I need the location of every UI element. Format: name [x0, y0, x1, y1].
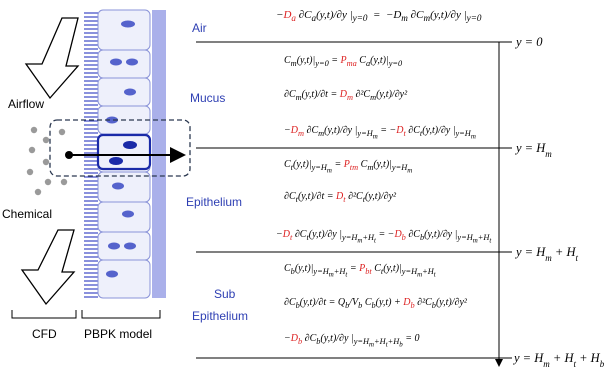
boundary-hm-ht-hb: y = Hm + Ht + Hb	[512, 351, 605, 368]
layer-air: Air	[192, 21, 207, 35]
boundary-hm-ht: y = Hm + Ht	[514, 245, 578, 263]
cfd-label: CFD	[32, 327, 57, 341]
eq-mucus-diffusion: ∂Cm(y,t)/∂t = Dm ∂²Cm(y,t)/∂y²	[284, 89, 408, 102]
eq-air-flux: −Da ∂Ca(y,t)/∂y |y=0 = −Dm ∂Cm(y,t)/∂y |…	[276, 9, 482, 24]
eq-mucus-partition: Cm(y,t)|y=0 = Pma Ca(y,t)|y=0	[284, 55, 403, 68]
airflow-arrow-top	[24, 17, 80, 100]
airflow-arrow-bottom	[20, 229, 76, 306]
layer-mucus: Mucus	[190, 91, 225, 105]
chemical-particles	[26, 126, 68, 196]
layer-epithelium: Epithelium	[186, 195, 242, 209]
pbpk-bracket	[81, 310, 161, 319]
airflow-label: Airflow	[8, 97, 44, 111]
layer-sub-line1: Sub	[214, 287, 236, 301]
eq-epi-partition: Ct(y,t)|y=Hm = Ptm Cm(y,t)|y=Hm	[284, 159, 413, 175]
interface-lines	[196, 41, 512, 359]
boundary-hm: y = Hm	[514, 141, 552, 159]
cell-nuclei	[106, 20, 138, 278]
boundary-y0: y = 0	[514, 35, 543, 49]
zoom-box	[49, 119, 191, 177]
cilia	[84, 12, 98, 298]
layer-sub-line2: Epithelium	[192, 309, 248, 323]
cfd-bracket	[11, 310, 77, 319]
pbpk-label: PBPK model	[84, 327, 152, 341]
eq-sub-flux: −Db ∂Cb(y,t)/∂y |y=Hm+Ht+Hb = 0	[284, 333, 420, 349]
eq-sub-partition: Cb(y,t)|y=Hm+Ht = Pbt Ct(y,t)|y=Hm+Ht	[284, 263, 436, 279]
eq-sub-diffusion: ∂Cb(y,t)/∂t = Qb/Vb Cb(y,t) + Db ∂²Cb(y,…	[284, 297, 467, 310]
eq-epi-flux: −Dt ∂Ct(y,t)/∂y |y=Hm+Ht = −Db ∂Cb(y,t)/…	[276, 229, 492, 245]
chemical-label: Chemical	[2, 207, 52, 221]
eq-epi-diffusion: ∂Ct(y,t)/∂t = Dt ∂²Ct(y,t)/∂y²	[284, 191, 397, 204]
highlighted-cell	[96, 133, 152, 171]
eq-mucus-flux: −Dm ∂Cm(y,t)/∂y |y=Hm = −Dt ∂Ct(y,t)/∂y …	[284, 125, 476, 141]
